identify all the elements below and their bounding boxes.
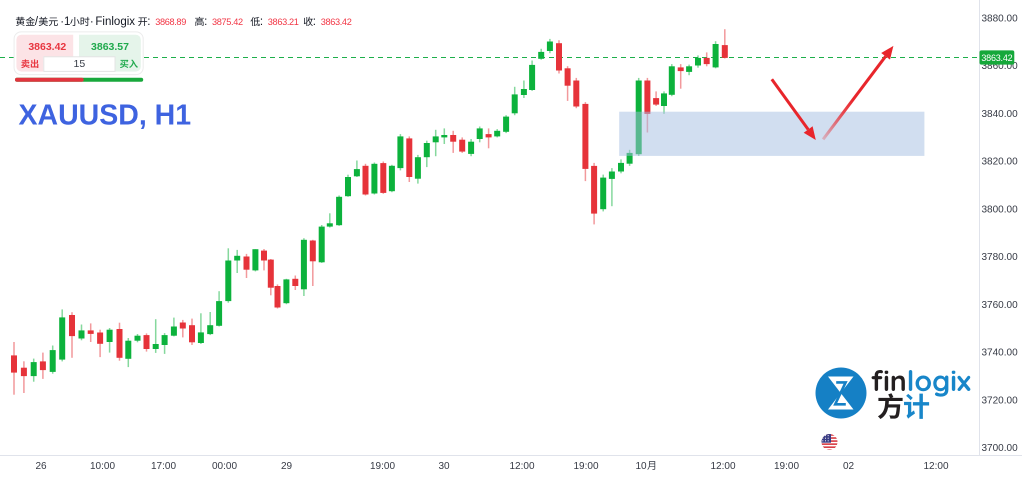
svg-text:·: · <box>60 16 64 28</box>
svg-text:3860.00: 3860.00 <box>982 61 1019 72</box>
svg-text:3863.42: 3863.42 <box>321 17 352 27</box>
svg-text:12:00: 12:00 <box>509 461 534 472</box>
svg-text:02: 02 <box>843 461 855 472</box>
svg-text:12:00: 12:00 <box>923 461 948 472</box>
svg-text:15: 15 <box>74 58 86 70</box>
svg-text:19:00: 19:00 <box>370 461 395 472</box>
svg-text:1: 1 <box>64 16 70 28</box>
svg-text:3700.00: 3700.00 <box>982 443 1019 454</box>
svg-text:29: 29 <box>281 461 293 472</box>
svg-text:3863.21: 3863.21 <box>268 17 299 27</box>
svg-text:26: 26 <box>35 461 47 472</box>
svg-text:10:00: 10:00 <box>90 461 115 472</box>
svg-text:3840.00: 3840.00 <box>982 109 1019 120</box>
svg-text:3800.00: 3800.00 <box>982 204 1019 215</box>
svg-text::: : <box>204 16 207 28</box>
svg-text:3880.00: 3880.00 <box>982 13 1019 24</box>
svg-text::: : <box>260 16 263 28</box>
svg-text:3720.00: 3720.00 <box>982 395 1019 406</box>
svg-text:3868.89: 3868.89 <box>155 17 186 27</box>
svg-text::: : <box>313 16 316 28</box>
svg-text:Finlogix: Finlogix <box>95 16 135 28</box>
svg-text:3820.00: 3820.00 <box>982 157 1019 168</box>
svg-text:12:00: 12:00 <box>710 461 735 472</box>
svg-text:/: / <box>35 16 39 28</box>
svg-text:3780.00: 3780.00 <box>982 252 1019 263</box>
svg-text:10: 10 <box>635 461 647 472</box>
svg-text:3863.42: 3863.42 <box>28 41 66 53</box>
svg-text:30: 30 <box>438 461 450 472</box>
svg-text:19:00: 19:00 <box>774 461 799 472</box>
svg-text:00:00: 00:00 <box>212 461 237 472</box>
svg-text:3740.00: 3740.00 <box>982 348 1019 359</box>
svg-text:3863.57: 3863.57 <box>91 41 129 53</box>
svg-text:3863.42: 3863.42 <box>981 53 1012 63</box>
svg-text:·: · <box>90 16 94 28</box>
svg-text:3875.42: 3875.42 <box>212 17 243 27</box>
svg-text::: : <box>147 16 150 28</box>
svg-text:3760.00: 3760.00 <box>982 300 1019 311</box>
svg-text:17:00: 17:00 <box>151 461 176 472</box>
svg-text:XAUUSD, H1: XAUUSD, H1 <box>19 100 192 132</box>
svg-text:19:00: 19:00 <box>573 461 598 472</box>
